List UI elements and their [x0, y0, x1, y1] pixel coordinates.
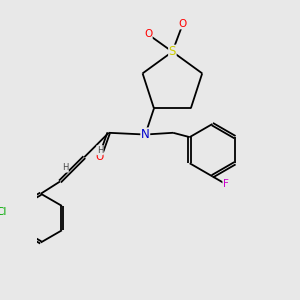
Text: O: O	[144, 29, 152, 39]
Text: N: N	[141, 128, 150, 141]
Text: H: H	[62, 163, 68, 172]
Text: Cl: Cl	[0, 208, 7, 218]
Text: H: H	[97, 146, 103, 155]
Text: F: F	[223, 179, 229, 189]
Text: O: O	[96, 152, 104, 162]
Text: S: S	[169, 45, 176, 58]
Text: O: O	[179, 19, 187, 29]
